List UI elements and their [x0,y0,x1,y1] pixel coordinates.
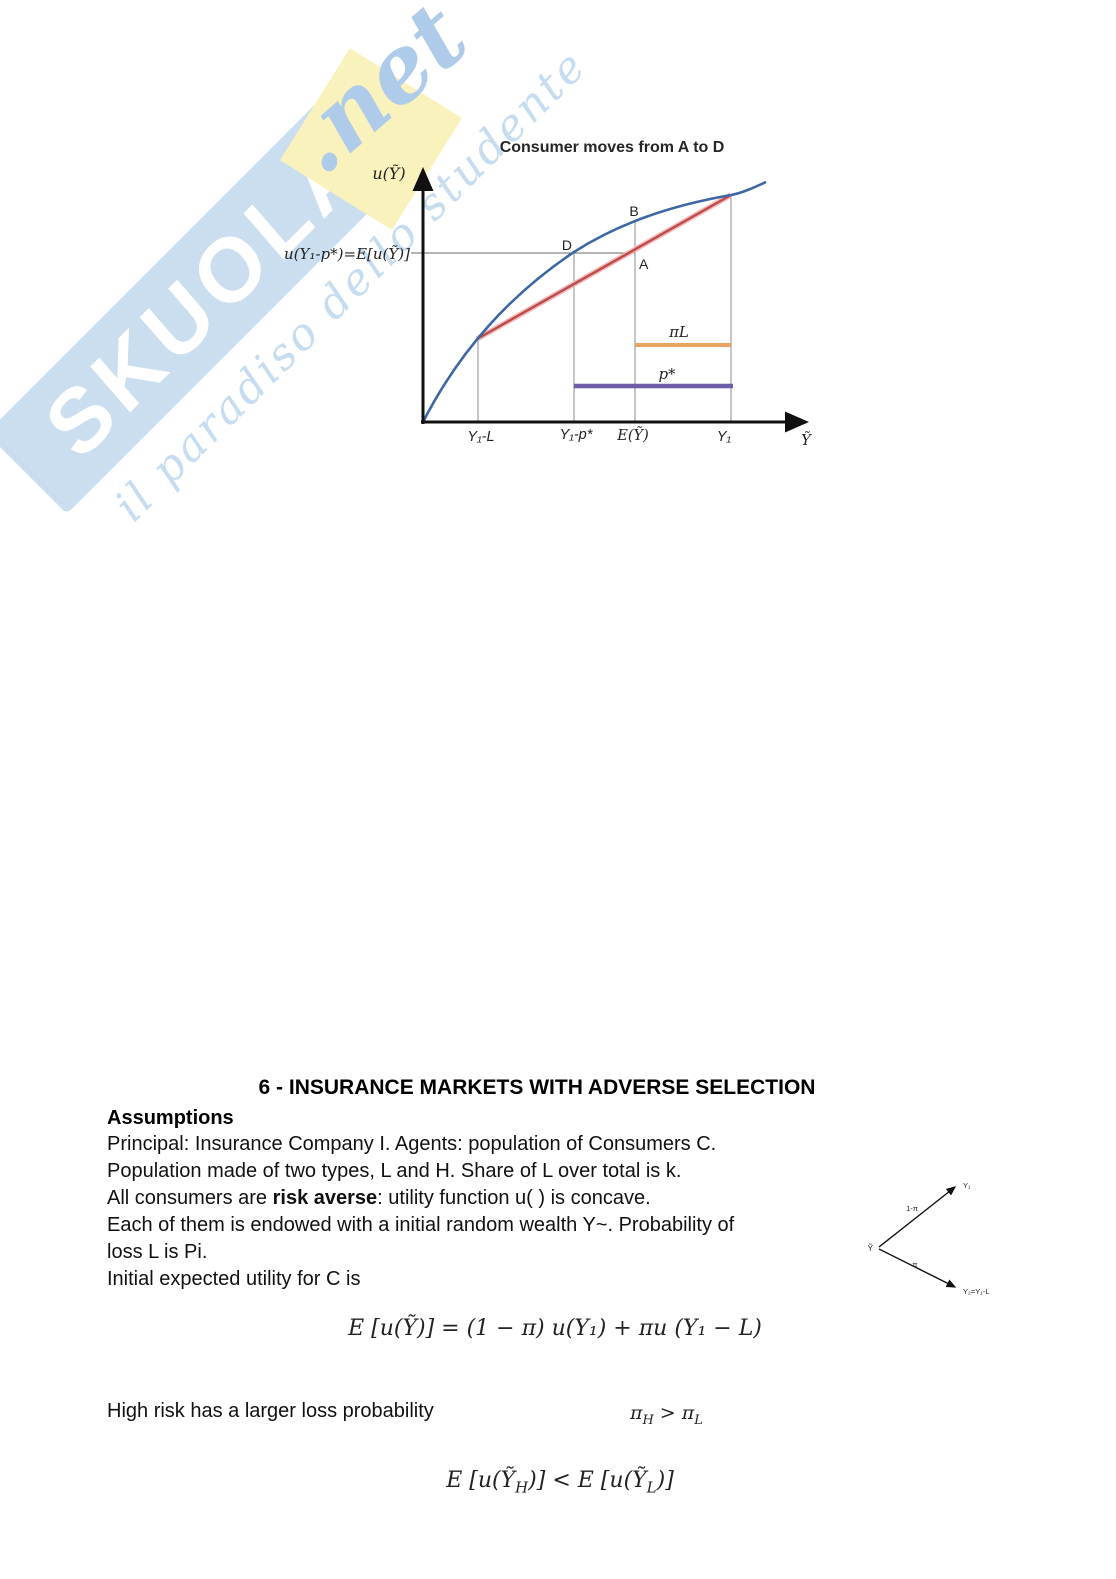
assumption-line-1: Principal: Insurance Company I. Agents: … [107,1133,717,1155]
pi-h-symbol: π [630,1402,643,1424]
section-assumptions: 6 - INSURANCE MARKETS WITH ADVERSE SELEC… [107,1076,967,1293]
assumptions-heading: Assumptions [107,1107,234,1129]
y-axis-label: u(Ỹ) [372,163,405,183]
tick-y1-minus-p: Y₁-p* [560,427,594,443]
pstar-label: p* [658,365,676,383]
high-risk-text: High risk has a larger loss probability [107,1400,434,1422]
formula-pi-inequality: πH > πL [630,1402,703,1428]
line3-post: : utility function u( ) is concave. [377,1187,651,1209]
chord-line [476,193,732,341]
f3-sub-h: H [515,1478,529,1497]
expected-utility-label: u(Y₁-p*)=E[u(Ỹ)] [284,245,410,263]
tree-upper-branch [878,1186,957,1248]
formula-expected-utility: E [u(Ỹ)] = (1 − π) u(Y₁) + πu (Y₁ − L) [348,1316,762,1341]
tick-y1: Y₁ [717,429,732,445]
pil-label: πL [668,323,689,341]
utility-chart: Consumer moves from A to D u(Ỹ) u(Y₁-p*)… [284,139,813,449]
section-title: 6 - INSURANCE MARKETS WITH ADVERSE SELEC… [258,1076,816,1099]
tree-upper-prob-label: 1-π [906,1204,918,1213]
assumption-line-2: Population made of two types, L and H. S… [107,1160,682,1182]
tick-y1-minus-l: Y₁-L [467,429,494,445]
point-a-label: A [639,256,649,272]
assumption-line-3: All consumers are risk averse: utility f… [107,1185,967,1212]
tree-lower-branch [878,1248,957,1288]
utility-curve [421,180,767,423]
chart-title: Consumer moves from A to D [500,139,725,156]
greater-than: > [653,1402,682,1424]
pi-l-subscript: L [694,1412,703,1428]
f3-sub-l: L [646,1478,657,1497]
tree-lower-prob-label: π [912,1260,917,1269]
assumption-line-4: Each of them is endowed with a initial r… [107,1214,735,1236]
formula-utility-comparison: E [u(ỸH)] < E [u(ỸL)] [107,1468,1013,1496]
assumption-line-5: loss L is Pi. [107,1241,208,1263]
probability-tree: Ỹ 1-π π Y₁ Y₂=Y₁-L [868,1181,990,1296]
point-b-label: B [629,203,638,219]
x-axis-label: Ỹ [801,431,813,449]
assumption-line-6: Initial expected utility for C is [107,1268,361,1290]
pi-h-subscript: H [642,1412,654,1428]
f3-part2: )] < E [u(Ỹ [528,1468,647,1493]
f3-part3: )] [656,1468,674,1493]
tree-root-label: Ỹ [868,1244,874,1253]
tree-lower-outcome-label: Y₂=Y₁-L [963,1287,990,1296]
tick-e-y: E(Ỹ) [616,426,648,444]
line3-pre: All consumers are [107,1187,273,1209]
pi-l-symbol: π [681,1402,695,1424]
risk-averse-bold: risk averse [272,1187,378,1209]
f3-part1: E [u(Ỹ [446,1468,516,1493]
point-d-label: D [562,237,572,253]
tree-upper-outcome-label: Y₁ [963,1181,971,1190]
